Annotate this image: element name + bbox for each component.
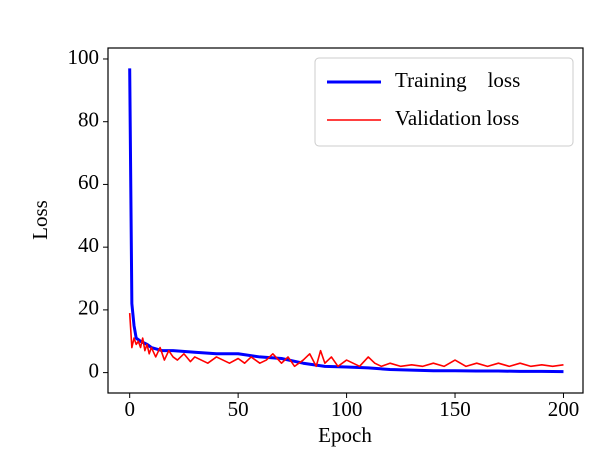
legend-box xyxy=(314,57,574,147)
series-line xyxy=(128,312,564,368)
y-tick-label: 20 xyxy=(78,296,99,320)
y-tick-label: 60 xyxy=(78,170,99,194)
x-tick-label: 0 xyxy=(124,397,135,421)
y-axis-label: Loss xyxy=(28,200,52,240)
x-tick-label: 200 xyxy=(548,397,580,421)
y-tick-label: 100 xyxy=(68,45,100,69)
legend-label: Training loss xyxy=(395,68,520,92)
plot-frame xyxy=(107,47,584,394)
x-axis-label: Epoch xyxy=(318,423,372,447)
legend-label: Validation loss xyxy=(395,106,519,130)
y-tick-label: 40 xyxy=(78,233,99,257)
x-tick-label: 150 xyxy=(439,397,471,421)
x-tick-label: 100 xyxy=(331,397,363,421)
x-tick-label: 50 xyxy=(228,397,249,421)
y-tick-label: 80 xyxy=(78,108,99,132)
y-tick-label: 0 xyxy=(89,358,100,382)
